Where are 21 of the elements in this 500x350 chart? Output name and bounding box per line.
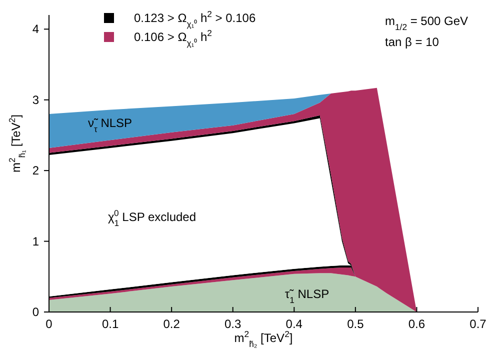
annotation: χ$_{1}$$^{0}$ LSP excluded	[108, 208, 196, 228]
annotation: tan β = 10	[385, 35, 440, 49]
y-tick-label: 4	[32, 22, 40, 36]
legend-label: 0.123 > Ω$_{χ₁⁰}$ h$^{2}$ > 0.106	[134, 9, 256, 29]
y-tick-label: 1	[32, 234, 40, 248]
x-tick-label: 0	[46, 317, 53, 331]
x-tick-label: 0.7	[470, 317, 487, 331]
x-tick-label: 0.6	[408, 317, 426, 331]
annotation: m$_{1/2}$ = 500 GeV	[385, 14, 468, 32]
x-tick-label: 0.5	[347, 317, 364, 331]
x-tick-label: 0.3	[224, 317, 242, 331]
x-axis-title: m$^{2}$$_{h̃₂}$ [TeV$^{2}$]	[234, 329, 293, 349]
x-tick-label: 0.2	[163, 317, 180, 331]
x-tick-label: 0.4	[286, 317, 303, 331]
legend-label: 0.106 > Ω$_{χ₁⁰}$ h$^{2}$	[134, 28, 212, 48]
y-tick-label: 2	[32, 164, 40, 178]
x-tick-label: 0.1	[102, 317, 119, 331]
annotation: τ̃$_{1}$ NLSP	[284, 287, 330, 305]
y-tick-label: 3	[32, 92, 40, 107]
y-tick-label: 0	[32, 305, 40, 319]
annotation: ν̃$_{τ}$ NLSP	[88, 116, 132, 134]
